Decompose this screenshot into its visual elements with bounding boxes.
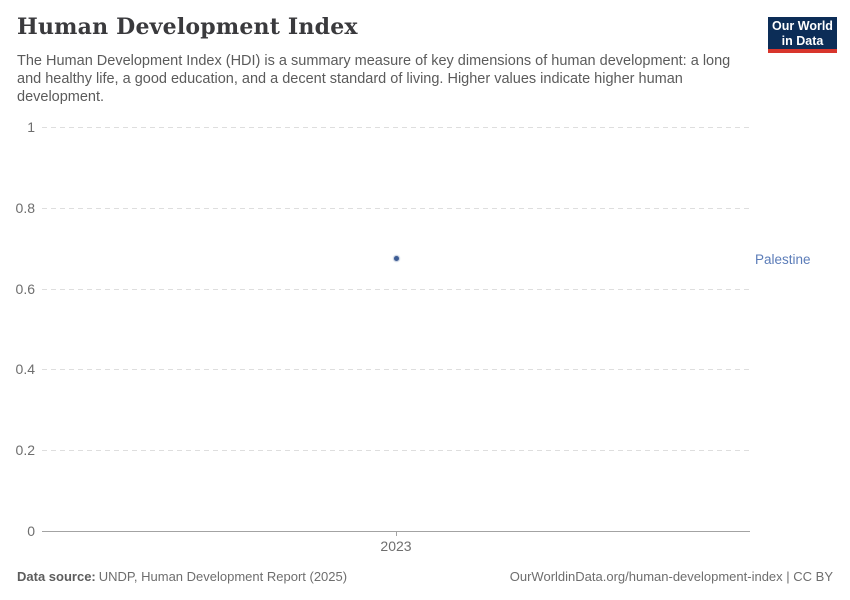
data-source-note: Data source: UNDP, Human Development Repo… bbox=[17, 569, 347, 584]
gridline bbox=[42, 127, 750, 128]
y-tick-label: 0.2 bbox=[15, 442, 35, 458]
y-tick-label: 1 bbox=[27, 119, 35, 135]
entity-label-palestine[interactable]: Palestine bbox=[755, 252, 811, 267]
y-tick-label: 0 bbox=[27, 523, 35, 539]
gridline bbox=[42, 289, 750, 290]
footer-license-link[interactable]: OurWorldinData.org/human-development-ind… bbox=[509, 569, 833, 584]
y-tick-label: 0.8 bbox=[15, 200, 35, 216]
x-axis-tick-mark bbox=[396, 531, 397, 536]
chart-subtitle: The Human Development Index (HDI) is a s… bbox=[17, 53, 731, 105]
owid-logo[interactable]: Our World in Data bbox=[768, 17, 837, 53]
data-point-palestine[interactable] bbox=[394, 256, 399, 261]
gridline bbox=[42, 369, 750, 370]
data-source-text: UNDP, Human Development Report (2025) bbox=[98, 569, 348, 584]
gridline bbox=[42, 208, 750, 209]
y-tick-label: 0.6 bbox=[15, 281, 35, 297]
owid-logo-line2: in Data bbox=[781, 33, 824, 48]
owid-logo-line1: Our World bbox=[772, 19, 833, 33]
data-source-label: Data source: bbox=[17, 569, 96, 584]
chart-title: Human Development Index bbox=[17, 14, 358, 40]
gridline bbox=[42, 450, 750, 451]
x-tick-label-2023: 2023 bbox=[380, 538, 412, 554]
y-tick-label: 0.4 bbox=[15, 361, 35, 377]
